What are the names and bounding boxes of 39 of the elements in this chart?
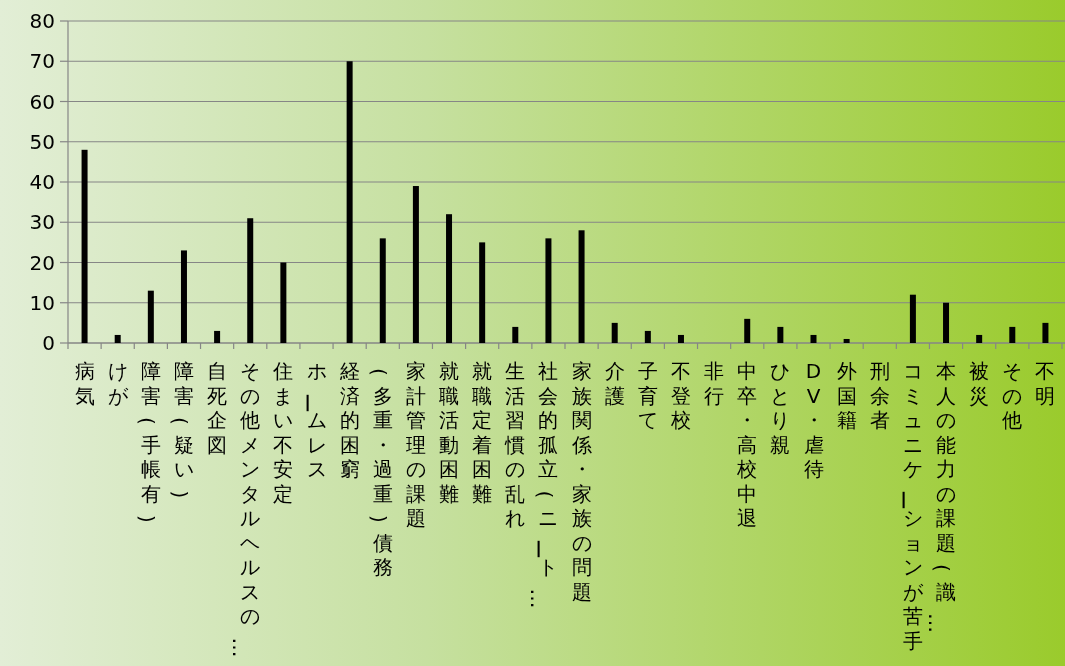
category-label: 家族関係・家族の問題 — [571, 359, 592, 604]
category-label: コミュニケーションが苦手 — [890, 359, 923, 653]
x-tick-label: 家計管理の課題 — [405, 359, 426, 530]
y-tick-label: 80 — [29, 9, 55, 33]
y-tick-label: 70 — [29, 49, 55, 74]
x-tick-label: 不明 — [1035, 359, 1056, 408]
x-tick-label: 経済的困窮 — [338, 359, 360, 481]
category-label: その他メンタルヘルスの… — [228, 359, 261, 658]
x-tick-label: 被災 — [969, 359, 990, 408]
x-tick-label: 不登校 — [669, 359, 691, 432]
category-label: (多重・過重)債務 — [366, 368, 393, 579]
x-tick-label: 住まい不安定 — [272, 359, 294, 506]
x-tick-label: 生活習慣の乱れ — [504, 359, 526, 530]
x-tick-label: 就職定着困難 — [472, 359, 493, 506]
x-tick-label: 子育て — [637, 359, 658, 432]
y-tick-label: 20 — [29, 250, 55, 275]
x-tick-label: 病気 — [74, 359, 95, 408]
y-tick-label: 50 — [29, 129, 55, 154]
x-tick-label: 中卒・高校中退 — [736, 359, 758, 530]
y-tick-label: 30 — [29, 210, 55, 235]
x-tick-label: 刑余者 — [869, 359, 890, 432]
x-tick-label: 自死企図 — [207, 359, 228, 457]
x-tick-label: その他 — [1002, 359, 1023, 432]
y-tick-label: 40 — [29, 170, 55, 194]
x-tick-label: 障害(手帳有) — [134, 359, 161, 523]
x-tick-label: 非行 — [704, 359, 725, 408]
y-tick-label: 10 — [29, 290, 55, 315]
x-tick-label: 外国籍 — [836, 359, 857, 432]
x-tick-label: 障害(疑い) — [168, 359, 194, 499]
x-tick-label: DV・虐待 — [803, 359, 824, 481]
category-label: 社会的孤立(ニート… — [526, 359, 559, 609]
y-tick-label: 0 — [42, 331, 55, 355]
x-tick-label: 就職活動困難 — [439, 359, 460, 506]
category-label: 本人の能力の課題(識… — [924, 359, 957, 633]
x-tick-label: ホームレス — [294, 359, 327, 481]
y-tick-label: 60 — [29, 89, 55, 114]
x-tick-label: ひとり親 — [770, 359, 791, 457]
x-tick-label: けが — [107, 359, 129, 408]
x-tick-label: 介護 — [604, 359, 625, 408]
